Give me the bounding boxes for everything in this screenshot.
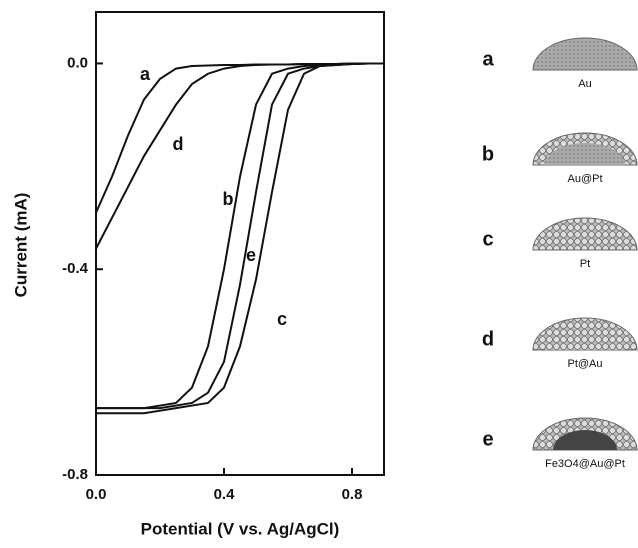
curve	[95, 62, 384, 214]
curve	[96, 62, 384, 410]
structure-letter: c	[482, 228, 493, 250]
structure-label: Au@Pt	[567, 173, 602, 185]
plot-frame	[95, 11, 385, 476]
structure-letter: b	[482, 143, 494, 165]
x-tick-label: 0.0	[86, 486, 107, 503]
structure-label: Fe3O4@Au@Pt	[545, 458, 625, 470]
curve	[96, 62, 384, 415]
curve-label: c	[277, 309, 287, 329]
x-axis-title: Potential (V vs. Ag/AgCl)	[141, 519, 340, 538]
curve-label: d	[173, 134, 184, 154]
structure-shape	[532, 37, 638, 71]
structure-core	[545, 143, 625, 165]
y-axis-title: Current (mA)	[11, 193, 30, 298]
x-tick-label: 0.4	[214, 486, 236, 503]
y-tick-label: 0.0	[67, 54, 88, 71]
curve-label: a	[140, 64, 151, 84]
y-tick-label: -0.4	[62, 260, 89, 277]
curve	[96, 62, 384, 410]
structure-label: Pt@Au	[567, 358, 602, 370]
structure-shape	[532, 217, 638, 251]
structure-label: Pt	[580, 258, 590, 270]
structure-core	[545, 328, 625, 350]
structure-letter: e	[482, 428, 493, 450]
structure-letter: d	[482, 328, 494, 350]
x-tick-label: 0.8	[342, 486, 363, 503]
y-tick-label: -0.8	[62, 466, 88, 483]
curve	[95, 62, 384, 250]
structure-label: Au	[578, 78, 591, 90]
curve-label: e	[246, 245, 256, 265]
curve-label: b	[223, 189, 234, 209]
structure-letter: a	[482, 48, 494, 70]
structure-core	[553, 430, 617, 450]
